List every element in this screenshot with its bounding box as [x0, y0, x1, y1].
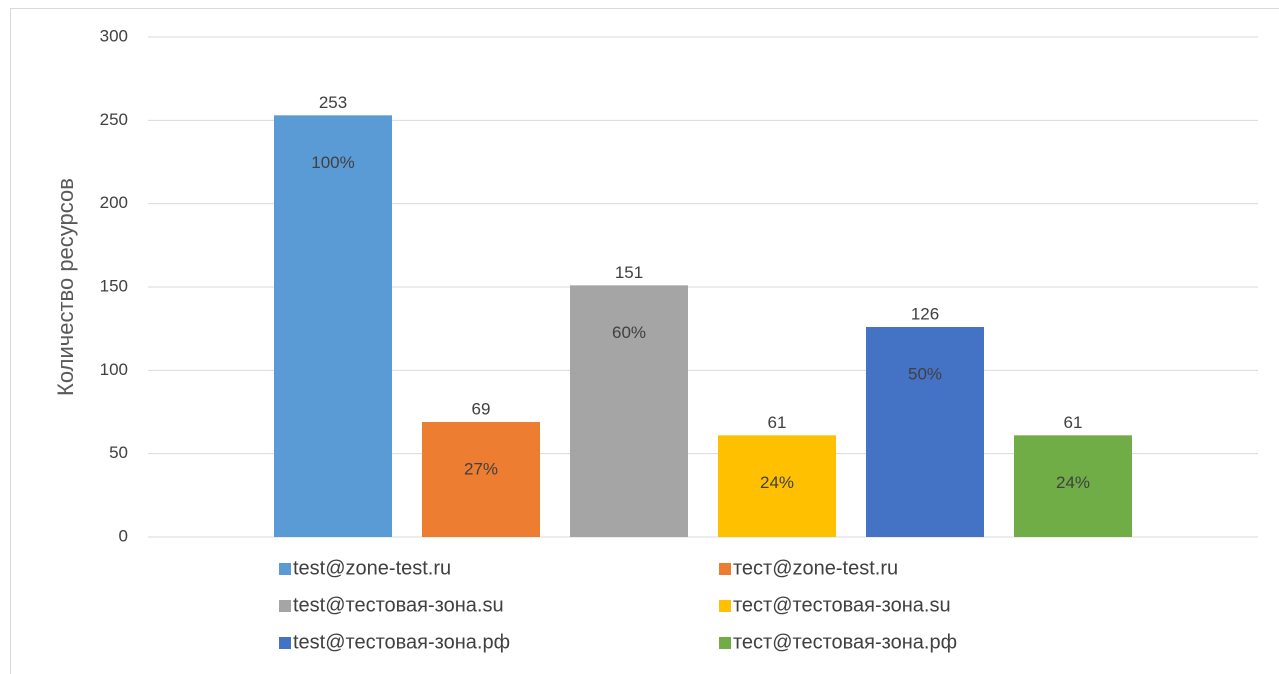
legend-swatch [279, 637, 291, 649]
legend-label: test@тестовая-зона.su [293, 594, 504, 616]
legend-label: тест@тестовая-зона.рф [733, 631, 957, 653]
y-tick-label: 250 [100, 110, 128, 129]
y-tick-label: 50 [109, 443, 128, 462]
legend-label: test@тестовая-зона.рф [293, 631, 510, 653]
share-label: 24% [760, 473, 794, 492]
bar [718, 435, 836, 537]
legend-swatch [719, 637, 731, 649]
legend-label: test@zone-test.ru [293, 557, 451, 579]
value-label: 151 [615, 263, 643, 282]
share-label: 24% [1056, 473, 1090, 492]
legend-label: тест@тестовая-зона.su [733, 594, 951, 616]
share-label: 100% [311, 153, 354, 172]
y-tick-label: 300 [100, 26, 128, 45]
legend-swatch [719, 563, 731, 575]
y-tick-label: 0 [119, 526, 128, 545]
share-label: 60% [612, 323, 646, 342]
value-label: 253 [319, 93, 347, 112]
value-label: 69 [472, 399, 491, 418]
share-label: 27% [464, 459, 498, 478]
legend-swatch [279, 600, 291, 612]
y-tick-label: 150 [100, 276, 128, 295]
value-label: 126 [911, 304, 939, 323]
legend-label: тест@zone-test.ru [733, 557, 898, 579]
bar [570, 285, 688, 537]
y-tick-label: 200 [100, 193, 128, 212]
bar [422, 422, 540, 537]
share-label: 50% [908, 364, 942, 383]
legend-swatch [279, 563, 291, 575]
bar [1014, 435, 1132, 537]
bar [866, 327, 984, 537]
y-axis-label: Количество ресурсов [53, 178, 78, 396]
value-label: 61 [768, 413, 787, 432]
value-label: 61 [1064, 413, 1083, 432]
legend-swatch [719, 600, 731, 612]
bar [274, 115, 392, 537]
y-tick-label: 100 [100, 360, 128, 379]
